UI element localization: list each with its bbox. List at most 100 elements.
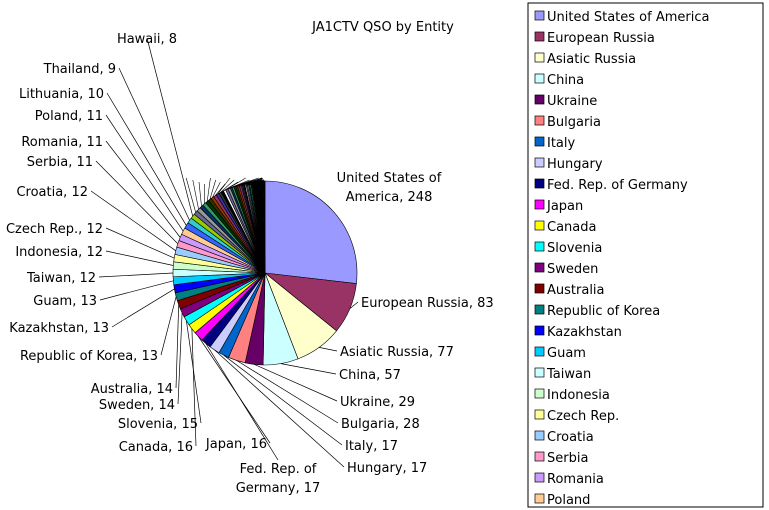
legend-swatch xyxy=(534,472,545,483)
leader-line xyxy=(111,288,175,328)
legend-entry: Taiwan xyxy=(546,367,591,382)
slice-labels: United States of America, 248 European Rus… xyxy=(6,32,494,496)
legend-entry: Australia xyxy=(547,283,605,298)
legend-swatch xyxy=(534,31,545,42)
legend-swatch xyxy=(534,304,545,315)
leader-line xyxy=(160,296,177,356)
slice-label: Australia, 14 xyxy=(91,382,173,397)
leader-line xyxy=(175,304,180,389)
legend-entry: United States of America xyxy=(547,10,709,25)
slice-label: Republic of Korea, 13 xyxy=(20,349,158,364)
legend-entry: Canada xyxy=(547,220,596,235)
slice-label: Sweden, 14 xyxy=(99,398,175,413)
legend-box xyxy=(527,2,764,508)
leader-line-minor xyxy=(206,177,211,202)
legend-swatch xyxy=(534,94,545,105)
slice-label: Lithuania, 10 xyxy=(19,87,104,102)
slice-label: Hawaii, 8 xyxy=(117,32,177,47)
legend-swatch xyxy=(534,199,545,210)
slice-label: Czech Rep., 12 xyxy=(6,222,103,237)
slice-label: Hungary, 17 xyxy=(347,461,427,476)
leader-lines xyxy=(90,37,359,468)
slice-label: Guam, 13 xyxy=(33,294,97,309)
leader-line xyxy=(99,280,174,301)
legend-swatch xyxy=(534,367,545,378)
leader-line xyxy=(186,320,202,424)
legend-swatch xyxy=(534,178,545,189)
pie-slice xyxy=(264,180,358,284)
leader-line-minor xyxy=(185,177,196,213)
slice-label: Thailand, 9 xyxy=(43,62,116,77)
slice-label: China, 57 xyxy=(339,368,401,383)
legend-entry: Hungary xyxy=(547,157,603,172)
chart-title: JA1CTV QSO by Entity xyxy=(311,20,454,35)
legend-swatch xyxy=(534,262,545,273)
slice-label: Fed. Rep. of Germany, 17 xyxy=(236,462,321,496)
legend-swatch xyxy=(534,157,545,168)
leader-line-minor xyxy=(214,183,226,196)
leader-line-minor xyxy=(209,179,216,200)
legend-entry: Ukraine xyxy=(547,94,597,109)
legend-entry: Asiatic Russia xyxy=(547,52,636,67)
leader-line xyxy=(90,190,176,251)
legend-entry: Sweden xyxy=(547,262,598,277)
leader-line xyxy=(236,360,339,424)
leader-line xyxy=(106,92,187,226)
leader-line xyxy=(177,312,183,405)
legend-swatch xyxy=(534,136,545,147)
leader-line-minor xyxy=(261,180,264,183)
leader-line xyxy=(105,114,184,232)
legend-entry: Croatia xyxy=(547,430,594,445)
leader-line xyxy=(105,140,181,238)
legend-entry: Italy xyxy=(547,136,576,151)
slice-label: Kazakhstan, 13 xyxy=(9,321,109,336)
legend-swatch xyxy=(534,220,545,231)
slice-label: Slovenia, 15 xyxy=(118,417,198,432)
slice-label: Japan, 16 xyxy=(205,437,267,452)
leader-line-minor xyxy=(261,180,264,185)
legend-entry: Indonesia xyxy=(547,388,610,403)
leader-line xyxy=(198,336,271,444)
slice-label: European Russia, 83 xyxy=(361,296,494,311)
slice-label: Ukraine, 29 xyxy=(340,395,415,410)
slice-label: United States of America, 248 xyxy=(337,171,442,205)
legend-entry: Serbia xyxy=(547,451,588,466)
legend-swatch xyxy=(534,388,545,399)
slice-label: Taiwan, 12 xyxy=(26,271,96,286)
leader-line-minor xyxy=(192,179,199,210)
legend-swatch xyxy=(534,241,545,252)
legend-swatch xyxy=(534,115,545,126)
leader-line-minor xyxy=(258,177,263,182)
legend-swatch xyxy=(534,493,545,504)
legend-swatch xyxy=(534,409,545,420)
slice-label: Bulgaria, 28 xyxy=(341,417,420,432)
leader-line xyxy=(191,328,197,447)
slice-label: Croatia, 12 xyxy=(16,185,88,200)
leader-line-minor xyxy=(217,177,231,195)
legend-swatch xyxy=(534,283,545,294)
leader-line-minor xyxy=(212,181,221,198)
slice-label: Canada, 16 xyxy=(119,440,193,455)
leader-line xyxy=(118,67,190,221)
slice-label: Italy, 17 xyxy=(345,439,398,454)
leader-line xyxy=(98,272,174,278)
leader-line-minor xyxy=(198,181,202,207)
legend-entry: Slovenia xyxy=(547,241,602,256)
leader-line xyxy=(349,301,359,309)
legend-entry: Czech Rep. xyxy=(547,409,619,424)
leader-line-minor xyxy=(261,179,265,182)
legend-swatch xyxy=(534,52,545,63)
leader-line xyxy=(105,227,175,259)
leader-line xyxy=(253,363,338,402)
leader-line xyxy=(280,363,337,375)
legend-entry: Japan xyxy=(546,199,583,214)
legend-swatch xyxy=(534,325,545,336)
legend-swatch xyxy=(534,430,545,441)
legend-swatch xyxy=(534,346,545,357)
legend-entry: Republic of Korea xyxy=(547,304,660,319)
slice-label: Indonesia, 12 xyxy=(15,245,103,260)
legend-entry: Kazakhstan xyxy=(547,325,622,340)
legend: United States of America European Russia A… xyxy=(527,2,764,508)
slice-label: Poland, 11 xyxy=(35,109,103,124)
